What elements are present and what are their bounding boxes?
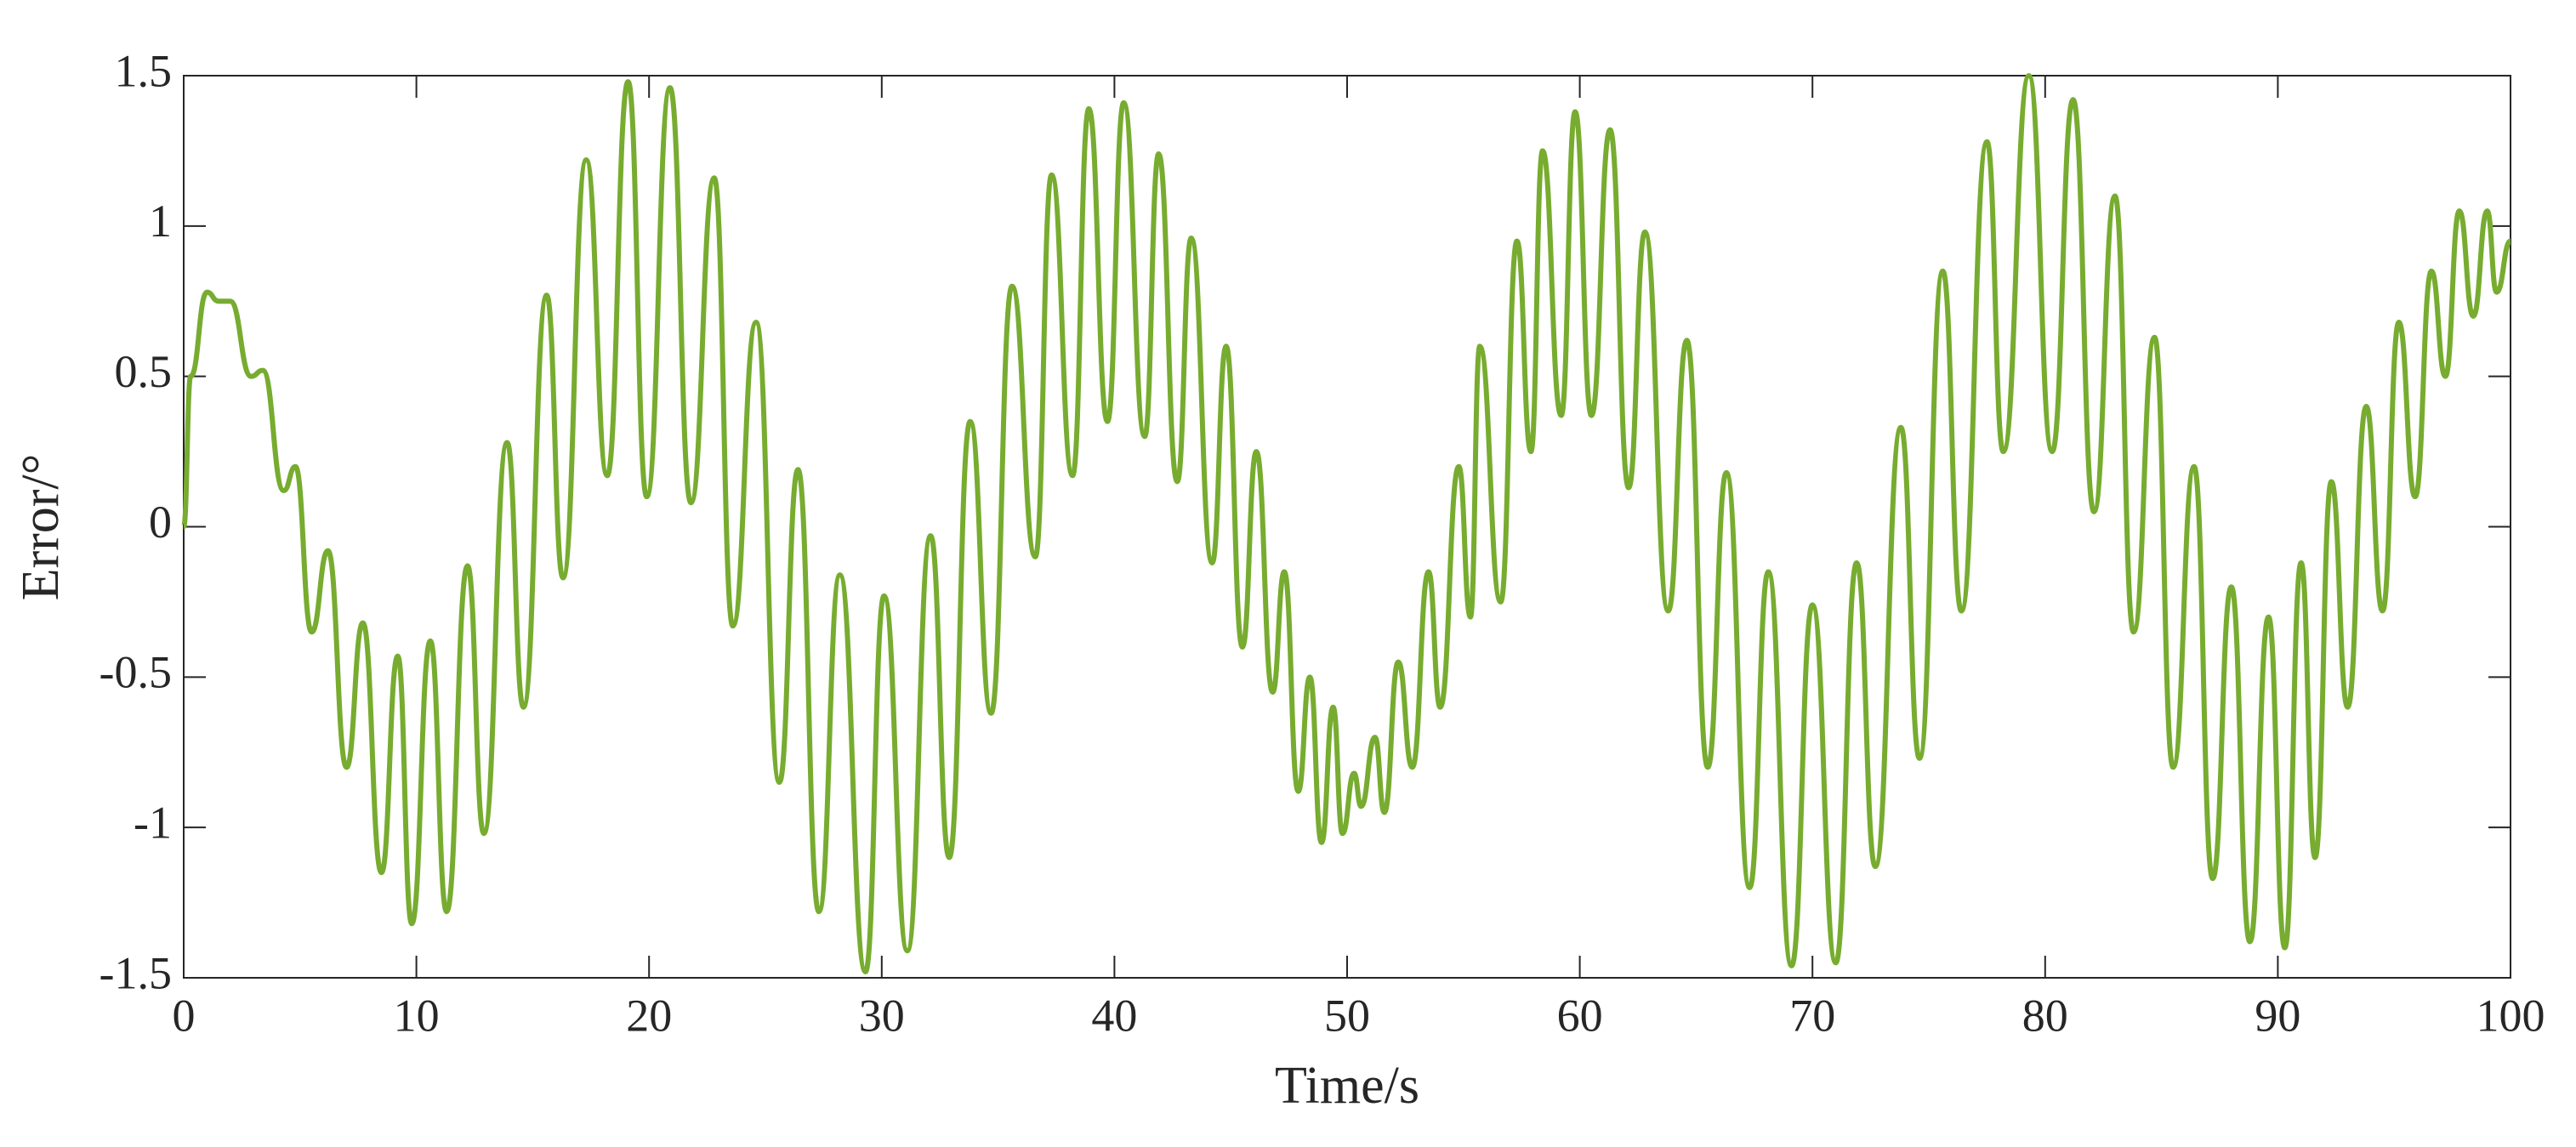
x-tick-label: 70 (1789, 990, 1835, 1041)
y-axis-label: Error/° (12, 454, 70, 601)
x-tick-label: 50 (1324, 990, 1370, 1041)
y-tick-label: -0.5 (100, 647, 172, 698)
y-tick-label: -1.5 (100, 947, 172, 998)
x-tick-label: 100 (2476, 990, 2545, 1041)
y-tick-label: 0 (149, 497, 172, 548)
x-tick-label: 10 (394, 990, 440, 1041)
x-tick-label: 90 (2255, 990, 2300, 1041)
x-tick-label: 20 (626, 990, 672, 1041)
y-tick-label: 1 (149, 196, 172, 247)
x-axis-label: Time/s (1275, 1057, 1419, 1115)
x-tick-label: 60 (1557, 990, 1603, 1041)
x-tick-label: 40 (1091, 990, 1137, 1041)
x-tick-label: 0 (173, 990, 196, 1041)
y-tick-label: 0.5 (115, 346, 173, 397)
y-tick-label: 1.5 (115, 45, 173, 96)
x-tick-label: 80 (2022, 990, 2068, 1041)
x-tick-label: 30 (859, 990, 905, 1041)
y-tick-label: -1 (134, 798, 172, 849)
data-line (181, 73, 2513, 974)
